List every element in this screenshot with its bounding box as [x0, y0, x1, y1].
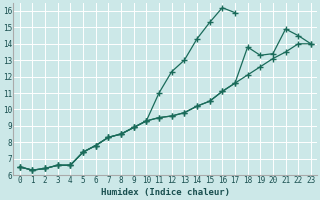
X-axis label: Humidex (Indice chaleur): Humidex (Indice chaleur): [101, 188, 230, 197]
